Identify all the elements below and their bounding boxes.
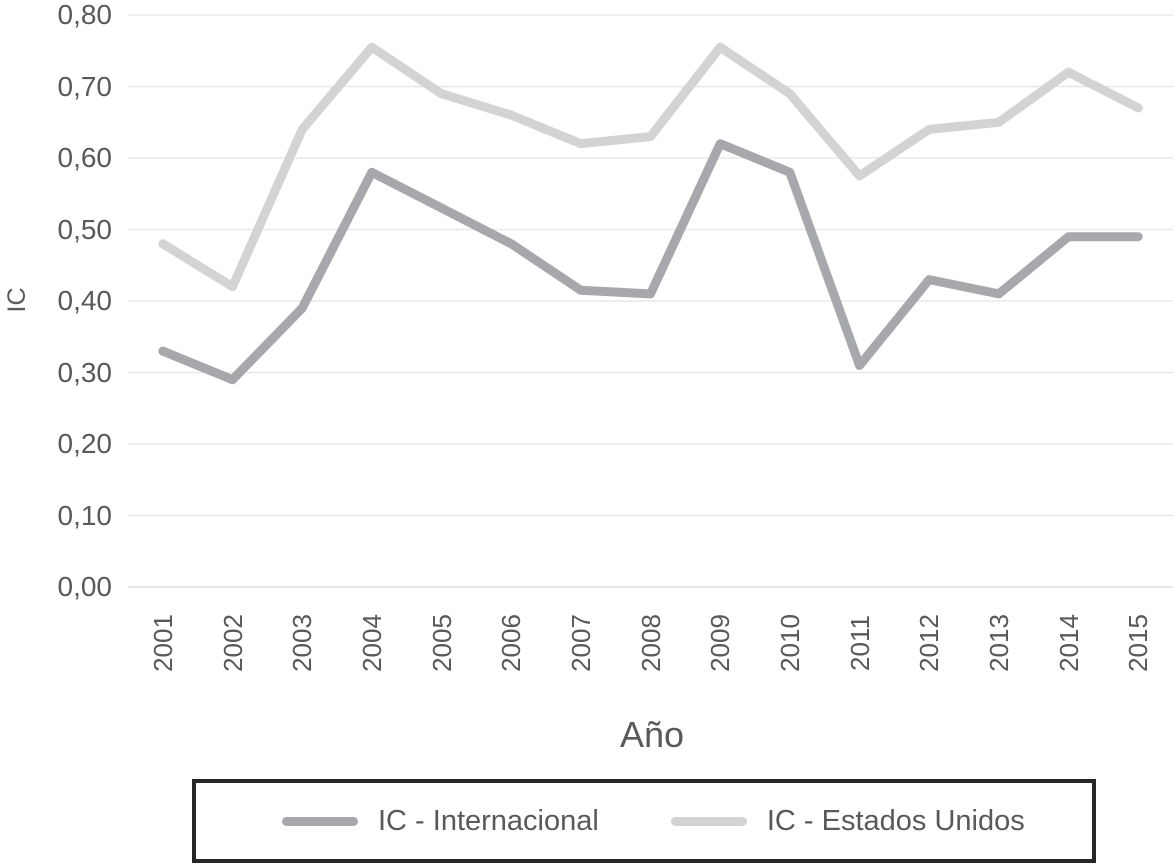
y-axis-title: IC	[3, 287, 31, 313]
x-tick-label: 2003	[287, 614, 318, 672]
x-tick-label: 2012	[914, 614, 945, 672]
gridlines	[128, 14, 1173, 588]
x-tick-label: 2007	[565, 614, 596, 672]
series-lines	[158, 42, 1143, 385]
x-tick-label: 2004	[356, 614, 387, 672]
legend-label-estados-unidos: IC - Estados Unidos	[766, 804, 1025, 837]
legend-item-estados-unidos: IC - Estados Unidos	[670, 804, 1025, 838]
x-tick-label: 2008	[635, 614, 666, 672]
y-tick-label: 0,10	[57, 499, 113, 531]
x-tick-label: 2015	[1123, 614, 1154, 672]
x-axis-title: Año	[619, 714, 685, 755]
legend-label-internacional: IC - Internacional	[378, 804, 599, 837]
x-tick-label: 2009	[705, 614, 736, 672]
x-tick-label: 2011	[844, 615, 875, 671]
legend-swatch-estados-unidos	[670, 816, 747, 826]
x-tick-label: 2006	[496, 614, 527, 672]
y-tick-label: 0,40	[57, 285, 113, 316]
y-tick-label: 0,20	[57, 428, 113, 459]
y-tick-label: 0,70	[57, 70, 113, 102]
series-line-ic-estados-unidos	[158, 42, 1143, 292]
x-tick-label: 2014	[1053, 614, 1084, 672]
x-tick-label: 2001	[147, 614, 178, 672]
x-tick-label: 2013	[983, 614, 1014, 672]
legend-item-internacional: IC - Internacional	[282, 805, 599, 838]
y-tick-label: 0,30	[57, 356, 113, 388]
y-tick-label: 0,80	[57, 0, 113, 30]
y-tick-label: 0,50	[57, 213, 113, 245]
y-tick-label: 0,60	[57, 142, 113, 173]
x-tick-label: 2005	[426, 614, 457, 672]
series-line-ic-internacional	[158, 139, 1143, 385]
x-tick-label: 2002	[217, 614, 248, 672]
x-tick-label: 2010	[774, 614, 805, 672]
y-tick-label: 0,00	[57, 571, 113, 602]
legend-swatch-internacional	[282, 816, 358, 826]
legend-box: IC - Internacional IC - Estados Unidos	[192, 779, 1096, 863]
